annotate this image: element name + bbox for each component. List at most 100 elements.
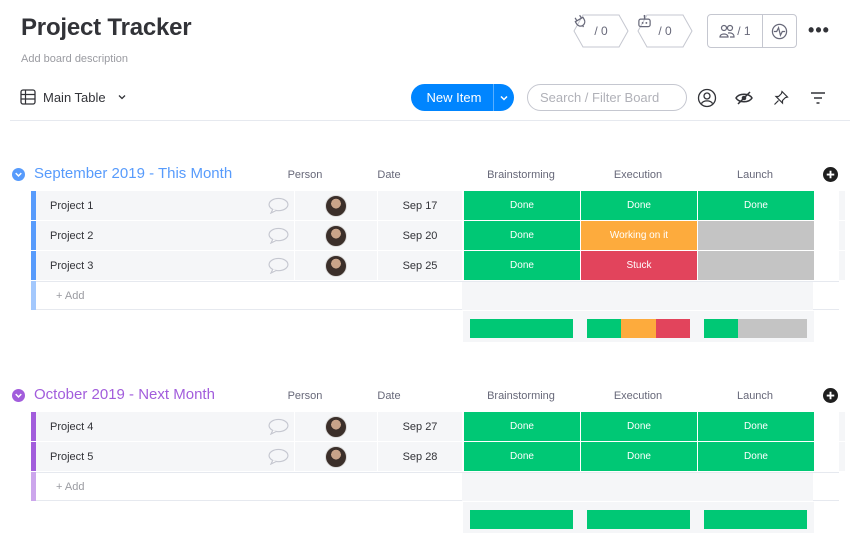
automations-button[interactable]: / 0 bbox=[637, 14, 693, 48]
status-execution[interactable]: Done bbox=[581, 191, 697, 220]
add-item-row[interactable]: + Add bbox=[31, 472, 846, 501]
status-launch[interactable] bbox=[698, 251, 814, 280]
group-title[interactable]: September 2019 - This Month bbox=[34, 165, 233, 182]
item-name[interactable]: Project 5 bbox=[36, 442, 262, 471]
status-launch[interactable]: Done bbox=[698, 191, 814, 220]
status-launch[interactable]: Done bbox=[698, 412, 814, 441]
person-filter-icon[interactable] bbox=[697, 88, 717, 108]
person-cell[interactable] bbox=[295, 221, 377, 250]
toolbar-divider bbox=[10, 120, 850, 121]
item-row[interactable]: Project 1 Sep 17 Done Done Done bbox=[31, 191, 846, 220]
person-cell[interactable] bbox=[295, 412, 377, 441]
status-execution[interactable]: Done bbox=[581, 442, 697, 471]
summary-bar-execution[interactable] bbox=[587, 319, 690, 338]
add-item-label[interactable]: + Add bbox=[56, 289, 85, 302]
status-execution[interactable]: Working on it bbox=[581, 221, 697, 250]
updates-button[interactable] bbox=[262, 412, 294, 441]
members-button[interactable]: / 1 bbox=[708, 15, 762, 47]
group-color-bar bbox=[31, 251, 36, 280]
summary-segment-done bbox=[470, 510, 573, 529]
summary-bar-brainstorming[interactable] bbox=[470, 319, 573, 338]
add-item-label[interactable]: + Add bbox=[56, 480, 85, 493]
hide-columns-icon[interactable] bbox=[734, 88, 754, 108]
status-brainstorming[interactable]: Done bbox=[464, 221, 580, 250]
item-name[interactable]: Project 3 bbox=[36, 251, 262, 280]
add-column-icon[interactable] bbox=[823, 388, 838, 408]
activity-icon bbox=[771, 23, 788, 39]
sort-filter-icon[interactable] bbox=[808, 88, 828, 108]
updates-button[interactable] bbox=[262, 191, 294, 220]
integrations-button[interactable]: / 0 bbox=[573, 14, 629, 48]
summary-segment-done bbox=[587, 319, 622, 338]
column-header-person[interactable]: Person bbox=[287, 390, 323, 402]
status-execution[interactable]: Done bbox=[581, 412, 697, 441]
group-title[interactable]: October 2019 - Next Month bbox=[34, 386, 215, 403]
chevron-down-icon bbox=[500, 95, 508, 101]
status-launch[interactable]: Done bbox=[698, 442, 814, 471]
new-item-button[interactable]: New Item bbox=[411, 84, 514, 111]
status-execution[interactable]: Stuck bbox=[581, 251, 697, 280]
pin-icon[interactable] bbox=[771, 88, 791, 108]
item-row[interactable]: Project 2 Sep 20 Done Working on it bbox=[31, 221, 846, 250]
item-row[interactable]: Project 4 Sep 27 Done Done Done bbox=[31, 412, 846, 441]
date-cell[interactable]: Sep 20 bbox=[378, 221, 462, 250]
column-header-brainstorming[interactable]: Brainstorming bbox=[487, 390, 555, 402]
status-brainstorming[interactable]: Done bbox=[464, 251, 580, 280]
comment-icon bbox=[267, 197, 289, 214]
board-description[interactable]: Add board description bbox=[21, 53, 129, 65]
add-item-row[interactable]: + Add bbox=[31, 281, 846, 310]
column-header-person[interactable]: Person bbox=[287, 169, 323, 181]
date-cell[interactable]: Sep 27 bbox=[378, 412, 462, 441]
more-options-icon[interactable]: ••• bbox=[808, 19, 830, 40]
summary-bar-launch[interactable] bbox=[704, 319, 807, 338]
view-name: Main Table bbox=[43, 89, 106, 105]
updates-button[interactable] bbox=[262, 442, 294, 471]
column-header-date[interactable]: Date bbox=[377, 169, 401, 181]
column-header-brainstorming[interactable]: Brainstorming bbox=[487, 169, 555, 181]
person-cell[interactable] bbox=[295, 251, 377, 280]
person-cell[interactable] bbox=[295, 442, 377, 471]
summary-segment-done bbox=[704, 319, 739, 338]
date-cell[interactable]: Sep 17 bbox=[378, 191, 462, 220]
item-name[interactable]: Project 2 bbox=[36, 221, 262, 250]
collapse-group-icon[interactable] bbox=[12, 168, 25, 186]
status-brainstorming[interactable]: Done bbox=[464, 442, 580, 471]
summary-bar-execution[interactable] bbox=[587, 510, 690, 529]
collapse-group-icon[interactable] bbox=[12, 389, 25, 407]
group-color-bar bbox=[31, 221, 36, 250]
group-color-bar bbox=[31, 412, 36, 441]
column-header-launch[interactable]: Launch bbox=[736, 390, 774, 402]
item-row[interactable]: Project 3 Sep 25 Done Stuck bbox=[31, 251, 846, 280]
members-count: / 1 bbox=[737, 24, 751, 38]
column-header-execution[interactable]: Execution bbox=[613, 390, 663, 402]
view-selector[interactable]: Main Table bbox=[20, 86, 127, 108]
column-header-date[interactable]: Date bbox=[377, 390, 401, 402]
person-cell[interactable] bbox=[295, 191, 377, 220]
updates-button[interactable] bbox=[262, 221, 294, 250]
column-header-launch[interactable]: Launch bbox=[736, 169, 774, 181]
item-name[interactable]: Project 4 bbox=[36, 412, 262, 441]
board-title[interactable]: Project Tracker bbox=[21, 14, 192, 41]
summary-bar-brainstorming[interactable] bbox=[470, 510, 573, 529]
summary-bar-launch[interactable] bbox=[704, 510, 807, 529]
status-brainstorming[interactable]: Done bbox=[464, 412, 580, 441]
new-item-label: New Item bbox=[426, 90, 482, 105]
search-input[interactable] bbox=[527, 84, 687, 111]
avatar bbox=[325, 415, 347, 438]
column-header-execution[interactable]: Execution bbox=[613, 169, 663, 181]
members-activity-group: / 1 bbox=[707, 14, 797, 48]
avatar bbox=[325, 224, 347, 247]
status-brainstorming[interactable]: Done bbox=[464, 191, 580, 220]
group-summary-row bbox=[463, 502, 814, 533]
new-item-dropdown[interactable] bbox=[494, 93, 514, 103]
date-cell[interactable]: Sep 25 bbox=[378, 251, 462, 280]
status-launch[interactable] bbox=[698, 221, 814, 250]
plug-icon bbox=[574, 14, 586, 28]
item-row[interactable]: Project 5 Sep 28 Done Done Done bbox=[31, 442, 846, 471]
date-cell[interactable]: Sep 28 bbox=[378, 442, 462, 471]
item-name[interactable]: Project 1 bbox=[36, 191, 262, 220]
add-column-icon[interactable] bbox=[823, 167, 838, 187]
group-color-bar bbox=[31, 281, 36, 310]
updates-button[interactable] bbox=[262, 251, 294, 280]
activity-button[interactable] bbox=[763, 15, 796, 47]
